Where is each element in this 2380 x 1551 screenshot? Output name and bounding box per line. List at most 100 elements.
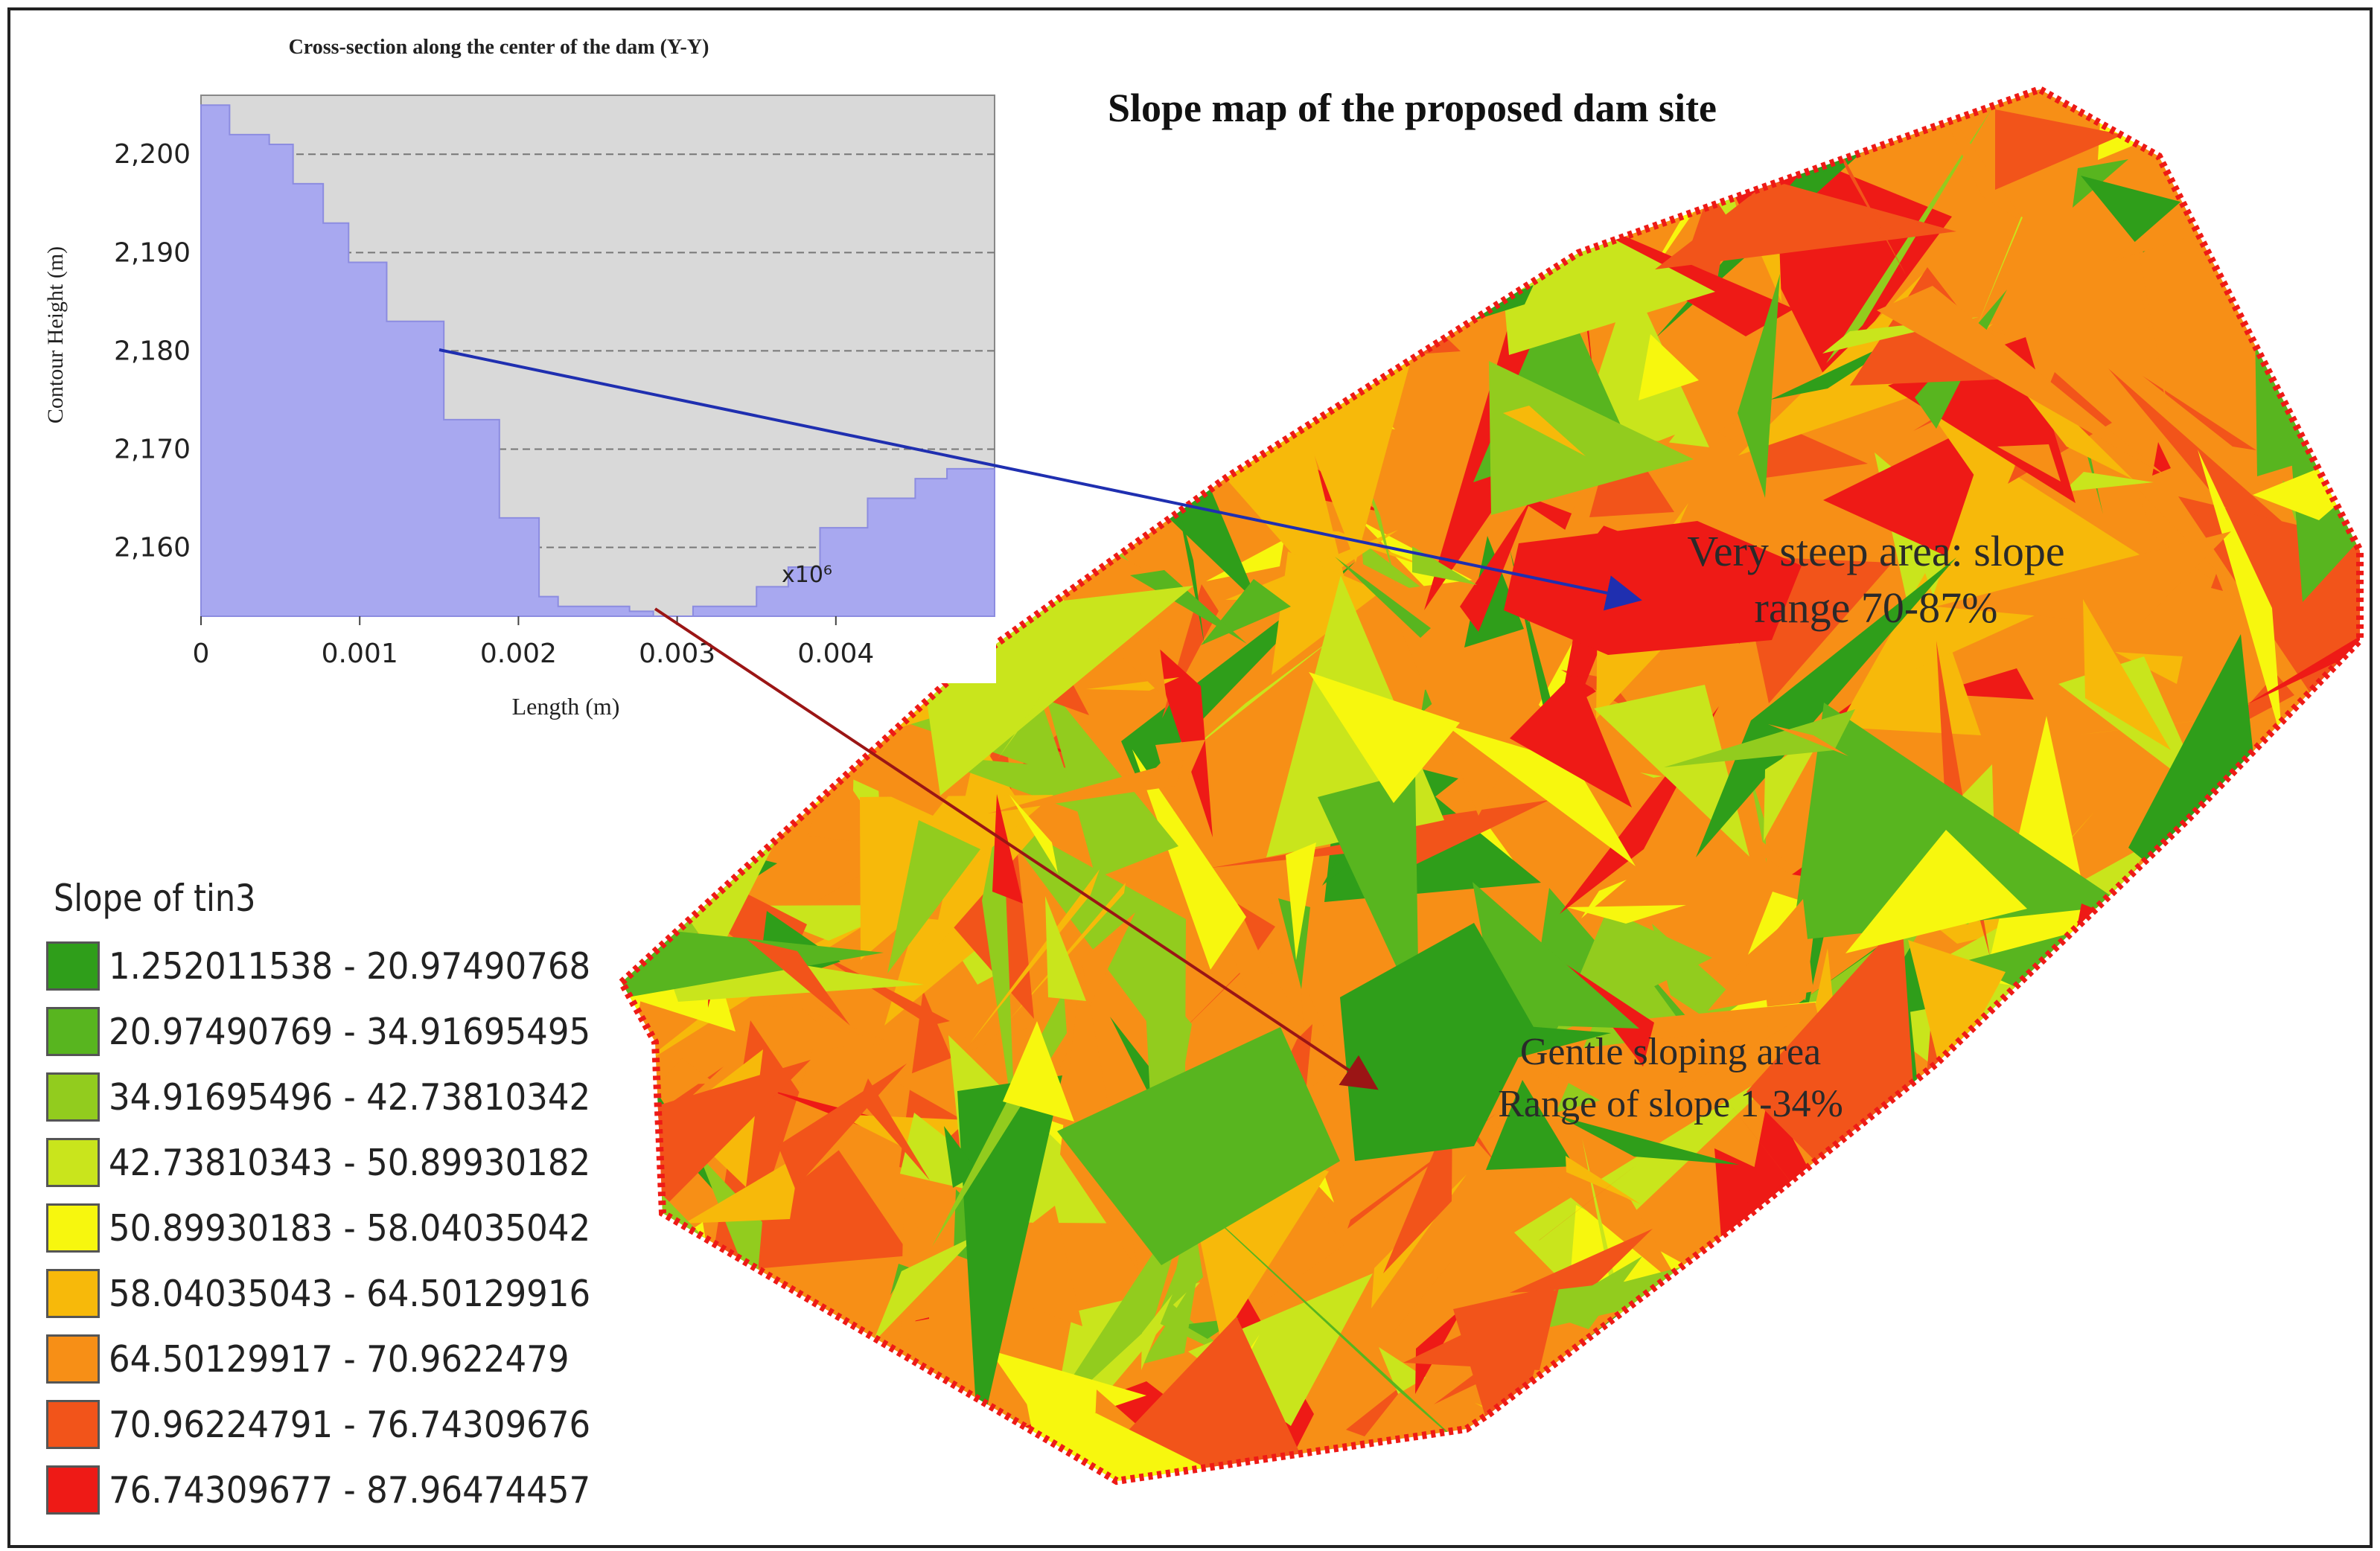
slope-patch	[2180, 1398, 2360, 1481]
x-tick-label: 0.003	[639, 639, 715, 669]
slope-patch	[939, 912, 1135, 1087]
slope-patch	[729, 1404, 826, 1481]
slope-patch	[1655, 180, 1956, 269]
slope-patch	[957, 1206, 1082, 1326]
slope-patch	[1346, 1379, 1410, 1436]
slope-patch	[2152, 442, 2171, 476]
slope-patch	[1768, 724, 1848, 756]
slope-patch	[1260, 282, 1367, 352]
slope-patch	[1021, 1376, 1221, 1481]
slope-patch	[1188, 1273, 1373, 1426]
slope-patch	[1770, 1376, 1932, 1481]
slope-patch	[1444, 724, 1636, 866]
legend-swatch	[46, 1203, 100, 1253]
slope-zone	[1340, 923, 1534, 1161]
slope-patch	[1269, 147, 1468, 240]
slope-patch	[1975, 217, 2023, 331]
slope-patch	[2132, 1092, 2220, 1114]
legend-label: 76.74309677 - 87.96474457	[109, 1468, 591, 1512]
slope-patch	[1045, 896, 1086, 1001]
slope-patch	[2150, 1259, 2181, 1407]
slope-patch	[736, 1380, 776, 1440]
legend-item: 20.97490769 - 34.91695495	[46, 999, 597, 1064]
legend-swatch	[46, 1465, 100, 1515]
slope-patch	[2274, 235, 2350, 383]
slope-zone	[1057, 1027, 1340, 1265]
legend-swatch	[46, 1400, 100, 1449]
slope-patch	[2162, 1163, 2221, 1242]
slope-patch	[1748, 892, 1808, 955]
slope-patch	[2021, 1011, 2043, 1157]
x-tick-label: 0.002	[480, 639, 557, 669]
slope-patch	[2237, 31, 2349, 89]
x-tick-label: 0	[193, 639, 210, 669]
slope-patch	[1558, 1394, 1635, 1463]
x-axis-label: Length (m)	[512, 693, 620, 720]
slope-patch	[2198, 450, 2282, 743]
slope-patch	[684, 1155, 800, 1224]
legend-swatch	[46, 1138, 100, 1187]
slope-patch	[1814, 1231, 1930, 1296]
slope-patch	[2151, 1202, 2276, 1264]
slope-patch	[2044, 1362, 2072, 1443]
slope-patch	[1634, 1326, 1719, 1429]
slope-patch	[1286, 842, 1316, 960]
slope-patch	[1082, 159, 1225, 263]
cross-section-profile	[200, 104, 995, 617]
slope-patch	[1907, 453, 2152, 673]
slope-patch	[1104, 314, 1162, 331]
slope-patch	[998, 687, 1047, 759]
slope-patch	[1292, 291, 1461, 362]
y-tick-label: 2,180	[114, 336, 191, 366]
slope-patch	[1566, 1156, 1641, 1204]
slope-patch	[970, 869, 1100, 1043]
slope-patch	[2063, 472, 2154, 492]
slope-patch	[2065, 904, 2172, 990]
annotation-gentle-line2: Range of slope 1-34%	[1498, 1083, 1843, 1125]
slope-patch	[1118, 258, 1400, 361]
slope-patch	[2102, 1405, 2166, 1466]
slope-patch	[1865, 1264, 1881, 1335]
arrow-to-steep-area	[438, 348, 1642, 611]
slope-patch	[2204, 1125, 2274, 1298]
slope-patch	[1539, 1163, 1639, 1241]
slope-patch	[1784, 1319, 1845, 1442]
x-tick-label: 0.004	[797, 639, 874, 669]
slope-patch	[2150, 859, 2190, 877]
arrow-to-gentle-area	[654, 607, 1379, 1090]
slope-patch	[1141, 1276, 1197, 1364]
slope-patch	[2145, 1052, 2243, 1132]
slope-patch	[1567, 905, 1686, 924]
legend-item: 1.252011538 - 20.97490768	[46, 933, 597, 999]
slope-patch	[2311, 1085, 2360, 1165]
slope-patch	[1170, 951, 1261, 1043]
slope-patch	[1959, 1125, 2240, 1231]
slope-patch	[1070, 215, 1104, 260]
slope-patch	[2201, 1267, 2314, 1481]
slope-patch	[1708, 899, 1813, 1011]
slope-patch	[1988, 1076, 2030, 1163]
slope-patch	[1898, 1107, 2047, 1263]
slope-patch	[2132, 1076, 2177, 1167]
legend-label: 50.89930183 - 58.04035042	[109, 1206, 591, 1250]
slope-patch	[1132, 749, 1246, 970]
slope-patch	[1177, 634, 1339, 762]
annotation-steep-line1: Very steep area: slope	[1687, 527, 2064, 575]
slope-patch	[1810, 1369, 2016, 1481]
legend-label: 20.97490769 - 34.91695495	[109, 1010, 591, 1053]
slope-patch	[1757, 89, 1836, 164]
slope-patch	[1041, 677, 1178, 878]
legend-swatch	[46, 1072, 100, 1122]
slope-patch	[907, 1393, 995, 1481]
slope-patch	[1936, 1327, 1996, 1455]
legend-item: 64.50129917 - 70.9622479	[46, 1326, 597, 1392]
legend-label: 70.96224791 - 76.74309676	[109, 1403, 591, 1446]
slope-patch	[2091, 1018, 2172, 1200]
slope-patch	[1640, 773, 1662, 778]
slope-patch	[1594, 685, 1749, 857]
slope-patch	[989, 1350, 1146, 1430]
slope-patch	[1877, 286, 2166, 476]
slope-patch	[860, 1078, 930, 1180]
slope-patch	[1155, 740, 1205, 811]
